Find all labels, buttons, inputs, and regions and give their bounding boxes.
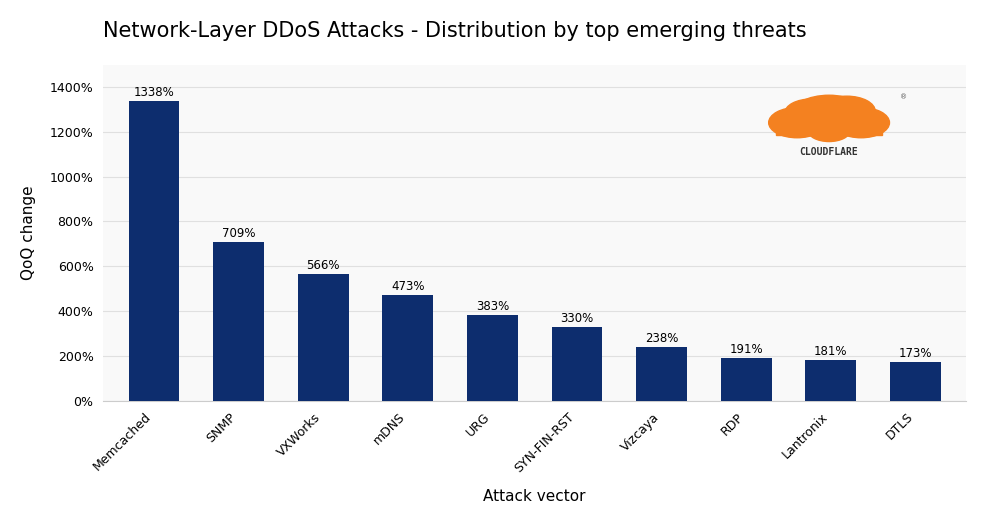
Bar bbox=[775, 121, 881, 135]
Bar bbox=[889, 362, 940, 401]
Text: CLOUDFLARE: CLOUDFLARE bbox=[799, 147, 858, 157]
X-axis label: Attack vector: Attack vector bbox=[483, 489, 586, 504]
Bar bbox=[128, 101, 179, 401]
Bar bbox=[551, 327, 601, 401]
Circle shape bbox=[789, 95, 868, 137]
Bar bbox=[805, 360, 855, 401]
Circle shape bbox=[817, 96, 875, 127]
Text: 173%: 173% bbox=[897, 346, 931, 360]
Bar bbox=[720, 358, 771, 401]
Text: 1338%: 1338% bbox=[133, 86, 175, 99]
Text: 191%: 191% bbox=[729, 343, 762, 356]
Text: ®: ® bbox=[899, 94, 906, 100]
Text: 238%: 238% bbox=[644, 332, 677, 345]
Bar bbox=[636, 348, 686, 401]
Circle shape bbox=[768, 108, 824, 138]
Text: 330%: 330% bbox=[560, 311, 593, 324]
Circle shape bbox=[832, 108, 888, 138]
Text: 383%: 383% bbox=[475, 300, 509, 313]
Bar bbox=[466, 315, 518, 401]
Text: Network-Layer DDoS Attacks - Distribution by top emerging threats: Network-Layer DDoS Attacks - Distributio… bbox=[104, 21, 807, 41]
Text: 566%: 566% bbox=[307, 259, 339, 271]
Bar bbox=[298, 274, 348, 401]
Circle shape bbox=[807, 119, 850, 142]
Bar bbox=[213, 242, 264, 401]
Text: 181%: 181% bbox=[813, 345, 847, 358]
Bar bbox=[383, 295, 433, 401]
Text: 473%: 473% bbox=[390, 279, 424, 292]
Text: 709%: 709% bbox=[222, 227, 255, 239]
Y-axis label: QoQ change: QoQ change bbox=[21, 185, 35, 280]
Circle shape bbox=[784, 99, 837, 128]
